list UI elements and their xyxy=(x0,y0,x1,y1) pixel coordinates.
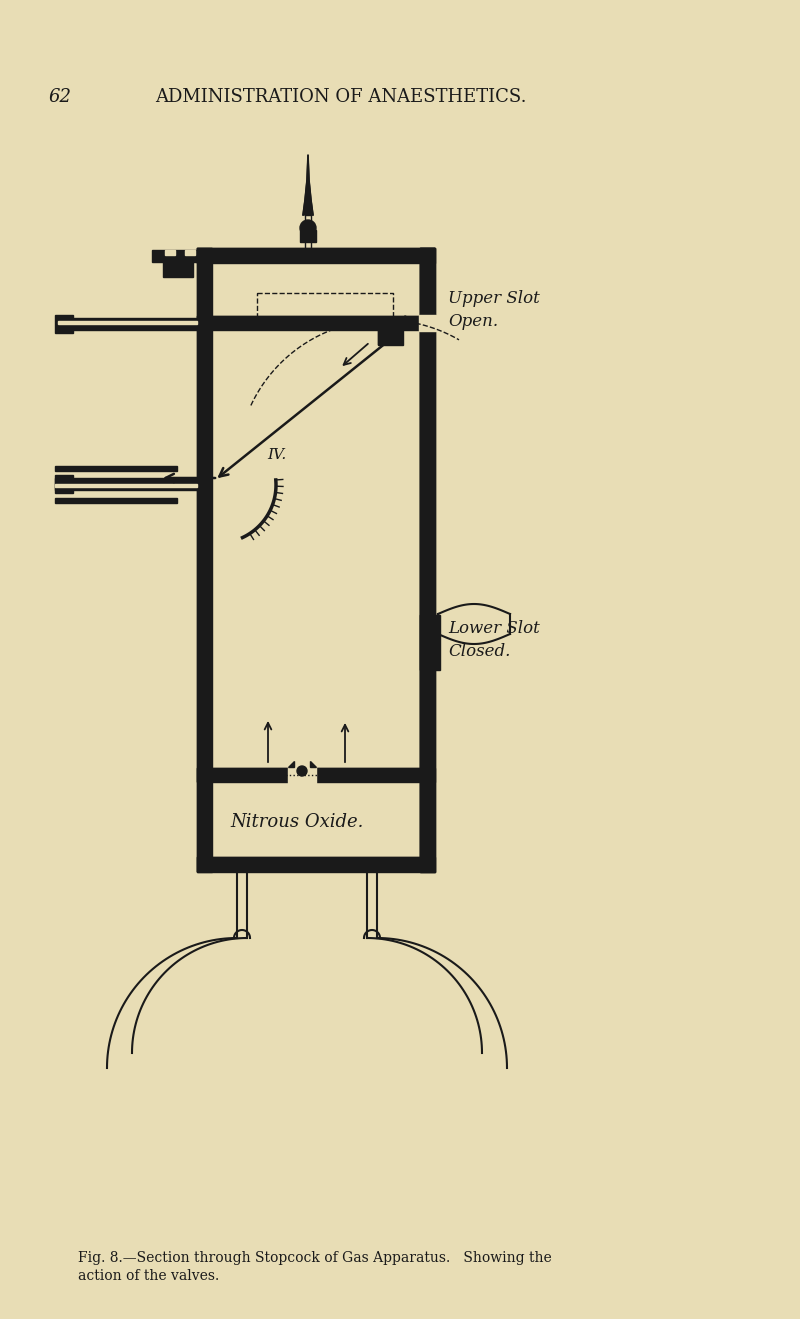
Polygon shape xyxy=(288,761,294,768)
Bar xyxy=(58,318,197,330)
Text: Fig. 8.—Section through Stopcock of Gas Apparatus.   Showing the: Fig. 8.—Section through Stopcock of Gas … xyxy=(78,1250,552,1265)
Bar xyxy=(197,768,435,782)
Bar xyxy=(152,251,204,262)
Text: E.V.: E.V. xyxy=(260,317,286,330)
Bar xyxy=(163,262,193,277)
Polygon shape xyxy=(303,156,313,215)
Bar xyxy=(197,768,435,782)
Bar xyxy=(55,475,73,493)
Bar xyxy=(185,251,195,255)
Bar xyxy=(55,484,197,487)
Bar xyxy=(197,248,212,872)
Bar xyxy=(420,248,435,872)
Text: Nitrous Oxide.: Nitrous Oxide. xyxy=(230,813,363,831)
Bar xyxy=(420,248,435,317)
Polygon shape xyxy=(310,761,316,768)
Bar xyxy=(420,330,435,872)
Text: action of the valves.: action of the valves. xyxy=(78,1269,219,1283)
Bar xyxy=(197,857,435,872)
Bar xyxy=(165,251,175,255)
Bar xyxy=(420,615,440,670)
Bar xyxy=(197,248,435,262)
Bar xyxy=(197,248,435,262)
Text: 62: 62 xyxy=(48,88,71,106)
Bar xyxy=(378,324,403,346)
Bar xyxy=(420,248,435,872)
Bar xyxy=(58,321,197,324)
Text: Upper Slot
Open.: Upper Slot Open. xyxy=(448,290,540,331)
Bar xyxy=(420,248,435,317)
Circle shape xyxy=(300,220,316,236)
Bar xyxy=(55,466,177,471)
Bar xyxy=(197,248,212,872)
Text: ADMINISTRATION OF ANAESTHETICS.: ADMINISTRATION OF ANAESTHETICS. xyxy=(155,88,526,106)
Bar xyxy=(420,330,435,872)
Bar xyxy=(378,324,403,346)
Circle shape xyxy=(297,766,307,776)
Bar xyxy=(55,477,197,489)
Bar xyxy=(197,857,435,872)
Bar xyxy=(55,499,177,503)
Bar xyxy=(288,766,316,783)
Bar xyxy=(55,315,73,332)
Bar xyxy=(197,317,435,330)
Text: IV.: IV. xyxy=(267,448,286,462)
Bar xyxy=(300,230,316,241)
Text: Lower Slot
Closed.: Lower Slot Closed. xyxy=(448,620,540,661)
Bar xyxy=(197,317,435,330)
Bar xyxy=(420,615,440,670)
Bar xyxy=(419,315,436,331)
